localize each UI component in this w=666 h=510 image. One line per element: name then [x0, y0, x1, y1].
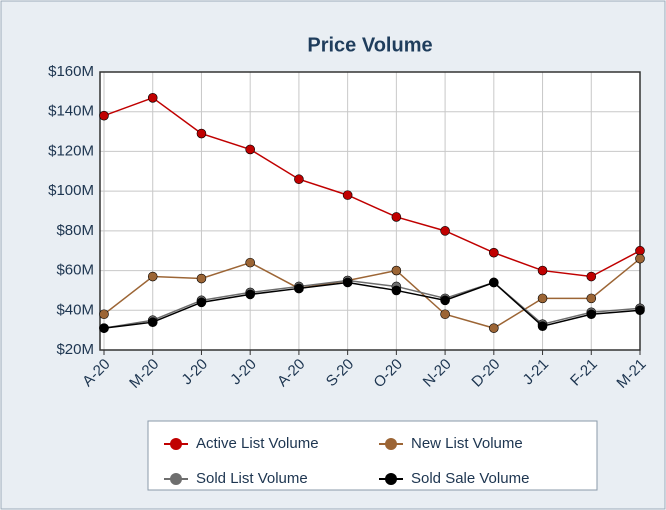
data-point — [342, 277, 353, 288]
data-point — [99, 323, 109, 333]
y-tick-label: $80M — [56, 222, 94, 239]
data-point — [586, 293, 597, 304]
data-point — [440, 226, 450, 236]
legend-marker — [170, 438, 182, 450]
legend-marker — [170, 473, 182, 485]
legend-label: Sold Sale Volume — [411, 470, 529, 487]
data-point — [245, 289, 255, 300]
series-line — [103, 281, 641, 329]
data-point — [391, 285, 402, 296]
data-point — [342, 190, 353, 200]
data-point — [440, 309, 450, 320]
data-point — [537, 293, 548, 304]
data-point — [537, 321, 548, 331]
data-point — [537, 265, 548, 276]
legend — [147, 420, 598, 491]
data-point — [196, 273, 207, 284]
data-point — [586, 271, 597, 282]
legend-label: Sold List Volume — [196, 470, 308, 487]
legend-marker — [385, 438, 397, 450]
y-tick-label: $100M — [48, 182, 94, 199]
legend-marker — [385, 473, 397, 485]
data-point — [294, 283, 304, 294]
chart-title: Price Volume — [307, 34, 432, 56]
y-tick-label: $160M — [48, 63, 94, 80]
legend-label: Active List Volume — [196, 435, 319, 452]
data-point — [635, 305, 645, 316]
data-point — [391, 212, 402, 222]
data-point — [99, 110, 109, 121]
data-point — [489, 277, 499, 288]
series-line — [103, 258, 641, 329]
data-point — [99, 309, 109, 320]
y-tick-label: $140M — [48, 103, 94, 120]
data-point — [391, 265, 402, 276]
data-point — [294, 174, 304, 185]
series-line — [103, 96, 641, 278]
data-point — [440, 295, 450, 306]
data-point — [147, 271, 158, 282]
data-point — [196, 128, 207, 139]
data-point — [245, 144, 255, 155]
y-tick-label: $120M — [48, 142, 94, 159]
legend-label: New List Volume — [411, 435, 523, 452]
series-line — [103, 279, 641, 329]
data-point — [147, 93, 158, 103]
y-tick-label: $40M — [56, 301, 94, 318]
data-point — [586, 309, 597, 320]
data-point — [147, 317, 158, 328]
plot-border — [99, 71, 641, 351]
data-point — [196, 297, 207, 308]
data-point — [635, 253, 645, 264]
data-point — [489, 323, 499, 333]
plot-area — [100, 72, 640, 350]
y-tick-label: $20M — [56, 341, 94, 358]
data-point — [489, 247, 499, 258]
y-tick-label: $60M — [56, 262, 94, 279]
data-point — [245, 257, 255, 268]
